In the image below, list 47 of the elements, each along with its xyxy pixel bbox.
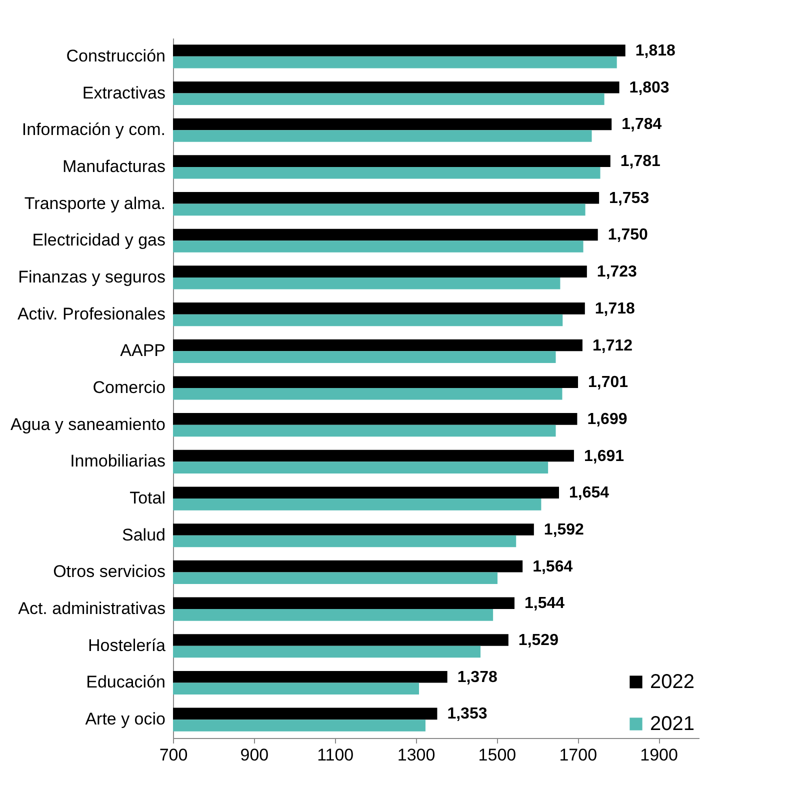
data-label: 1,564 (532, 558, 573, 576)
y-tick-label: Comercio (92, 378, 166, 397)
y-tick-label: Electricidad y gas (32, 230, 166, 250)
x-tick-label: 1700 (559, 746, 598, 764)
data-label: 1,718 (594, 300, 636, 318)
y-tick-label: Educación (86, 672, 166, 692)
y-tick-label: Finanzas y seguros (18, 267, 166, 286)
y-tick-label: Hostelería (88, 636, 166, 655)
y-tick-label: Agua y saneamiento (10, 414, 166, 434)
y-tick-label: Transporte y alma. (24, 194, 166, 213)
legend-label: 2021 (650, 713, 694, 735)
data-label: 1,353 (447, 706, 488, 723)
y-tick-label: Inmobiliarias (70, 452, 166, 471)
y-tick-label: Total (130, 488, 166, 508)
x-tick-label: 1300 (397, 746, 436, 764)
y-tick-label: AAPP (120, 341, 166, 360)
x-tick-label: 700 (159, 746, 188, 764)
y-tick-label: Información y com. (22, 120, 166, 140)
y-tick-label: Arte y ocio (85, 710, 166, 729)
x-tick-label: 1100 (317, 746, 354, 764)
data-label: 1,818 (635, 42, 676, 60)
data-label: 1,699 (587, 410, 628, 428)
y-tick-label: Construcción (66, 46, 166, 66)
y-tick-label: Salud (122, 525, 166, 544)
x-tick-label: 1900 (640, 746, 678, 764)
data-label: 1,712 (592, 337, 633, 354)
data-label: 1,529 (518, 632, 559, 649)
data-label: 1,750 (608, 226, 648, 244)
x-tick-label: 1500 (478, 746, 516, 764)
data-label: 1,691 (584, 448, 624, 465)
data-label: 1,781 (620, 153, 661, 170)
data-label: 1,784 (622, 116, 662, 134)
y-tick-label: Act. administrativas (18, 599, 166, 618)
data-label: 1,753 (609, 190, 650, 207)
data-label: 1,592 (544, 521, 584, 538)
y-tick-label: Otros servicios (53, 562, 166, 582)
data-label: 1,723 (596, 264, 638, 281)
data-label: 1,654 (569, 484, 610, 502)
y-tick-label: Extractivas (82, 83, 166, 102)
legend-label: 2022 (650, 671, 694, 693)
data-label: 1,544 (524, 595, 565, 612)
y-tick-label: Manufacturas (62, 156, 166, 176)
y-tick-label: Activ. Profesionales (17, 304, 166, 324)
data-label: 1,803 (629, 79, 670, 96)
x-tick-label: 900 (240, 746, 269, 764)
data-label: 1,378 (457, 668, 498, 686)
data-label: 1,701 (588, 374, 628, 392)
